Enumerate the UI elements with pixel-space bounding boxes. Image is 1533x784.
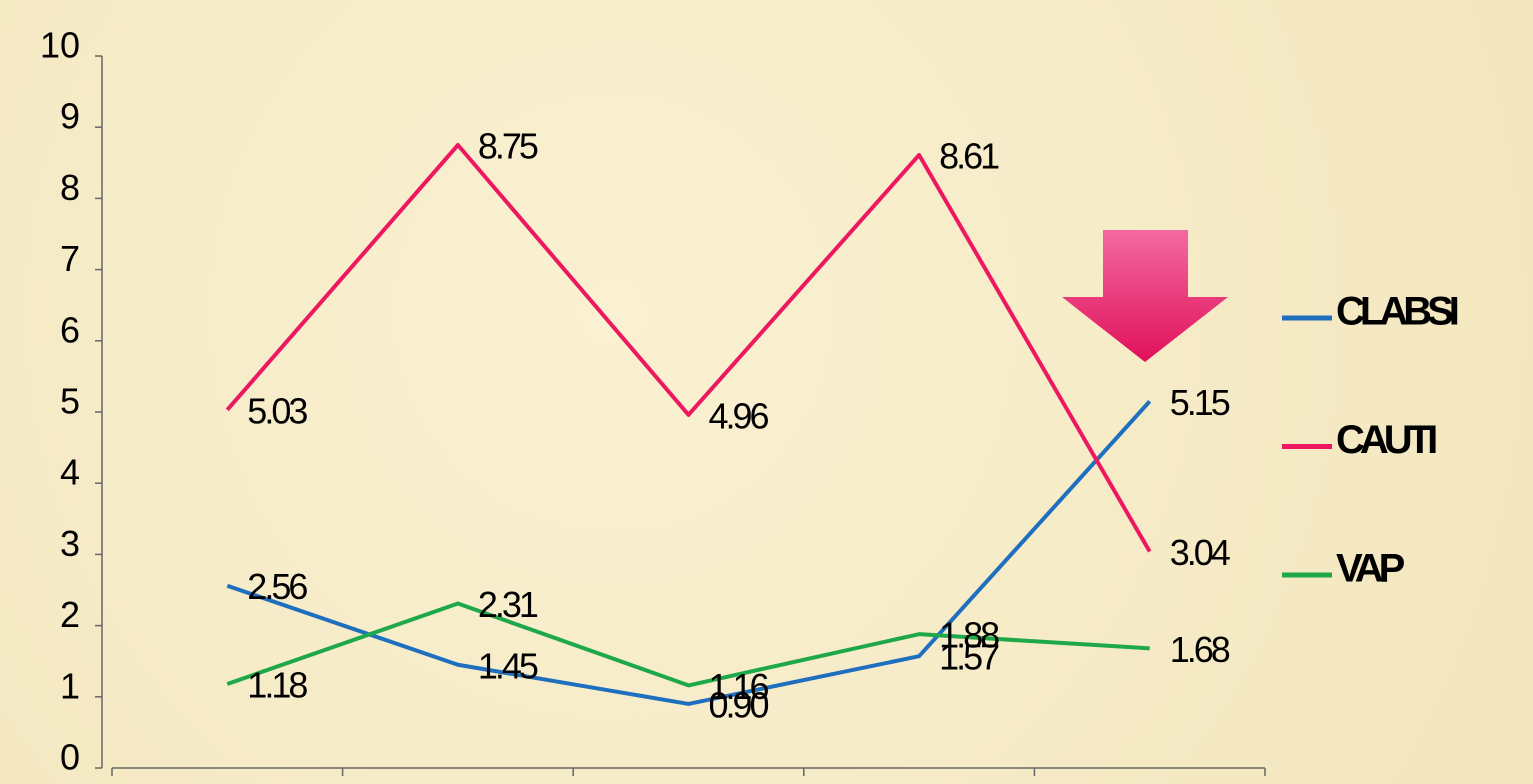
legend-label: CAUTI [1336, 418, 1436, 462]
y-tick-label: 9 [60, 96, 80, 137]
series-line [226, 399, 1152, 706]
data-label: 0.90 [709, 684, 769, 725]
data-label: 5.15 [1170, 382, 1230, 423]
data-label: 3.04 [1170, 532, 1230, 573]
y-tick-label: 1 [60, 665, 80, 706]
down-arrow [1062, 230, 1228, 362]
data-label: 1.68 [1170, 629, 1230, 670]
data-label: 8.61 [939, 135, 999, 176]
data-label: 2.56 [247, 566, 307, 607]
y-tick-label: 10 [40, 25, 80, 66]
y-tick-label: 2 [60, 594, 80, 635]
series-line [225, 143, 1152, 553]
data-label: 1.16 [709, 666, 769, 707]
y-tick-label: 4 [60, 452, 80, 493]
y-tick-label: 3 [60, 523, 80, 564]
data-label: 5.03 [247, 390, 307, 431]
series-line [226, 601, 1150, 688]
data-label: 1.18 [247, 664, 307, 705]
y-tick-label: 8 [60, 167, 80, 208]
data-label: 2.31 [478, 584, 538, 625]
y-tick-label: 7 [60, 238, 80, 279]
data-label: 4.96 [709, 395, 769, 436]
legend-label: VAP [1336, 547, 1405, 591]
legend-label: CLABSI [1336, 290, 1458, 334]
y-tick-label: 6 [60, 309, 80, 350]
data-label: 8.75 [478, 126, 538, 167]
y-tick-label: 5 [60, 381, 80, 422]
data-label: 1.57 [939, 637, 999, 678]
data-label: 1.88 [939, 615, 999, 656]
y-tick-label: 0 [60, 737, 80, 778]
data-label: 1.45 [478, 645, 538, 686]
